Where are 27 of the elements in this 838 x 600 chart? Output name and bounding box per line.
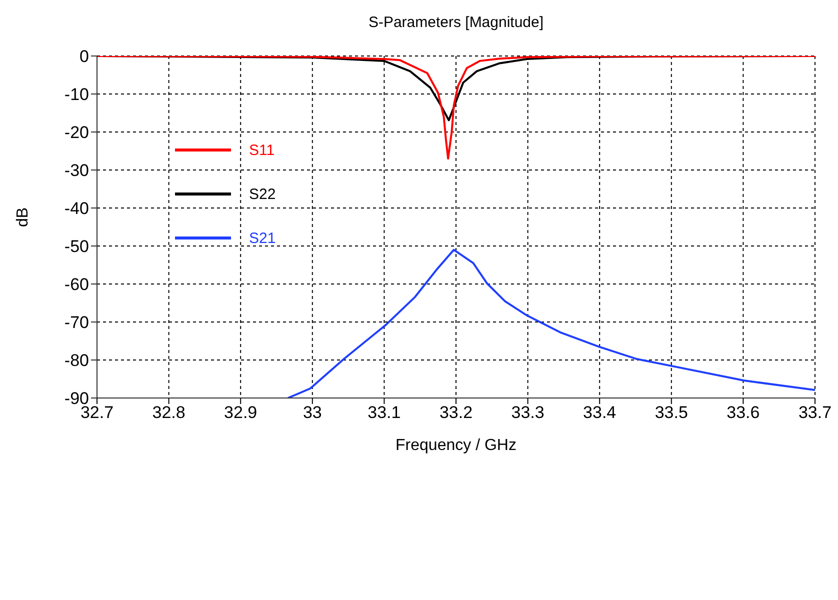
line-series (286, 248, 815, 398)
y-tick-label: -80 (64, 351, 89, 370)
y-tick-label: -40 (64, 199, 89, 218)
chart-title: S-Parameters [Magnitude] (367, 14, 545, 31)
y-tick-label: -30 (64, 161, 89, 180)
x-tick-label: 33.5 (654, 403, 688, 422)
y-tick-label: -60 (64, 275, 89, 294)
x-tick-label: 33.1 (368, 403, 401, 422)
x-axis-title: Frequency / GHz (396, 437, 516, 454)
legend-label: S22 (249, 186, 276, 202)
x-tick-label: 33.3 (511, 403, 544, 422)
y-tick-label: -70 (64, 313, 89, 332)
x-tick-label: 33 (302, 403, 322, 422)
x-tick-label: 33.6 (726, 403, 760, 422)
legend-label: S11 (249, 142, 275, 158)
x-tick-label: 32.8 (152, 403, 186, 422)
x-tick-label: 33.2 (439, 403, 473, 422)
y-tick-label: -20 (64, 123, 89, 142)
y-tick-label: 0 (80, 47, 89, 66)
legend-label: S21 (249, 230, 276, 246)
x-tick-label: 33.4 (583, 403, 616, 422)
x-tick-label: 33.7 (798, 403, 832, 422)
y-axis-title: dB (14, 207, 32, 227)
y-tick-label: -50 (64, 237, 89, 256)
x-tick-label: 32.9 (224, 403, 258, 422)
x-tick-label: 32.7 (80, 403, 114, 422)
y-tick-label: -10 (64, 85, 89, 104)
